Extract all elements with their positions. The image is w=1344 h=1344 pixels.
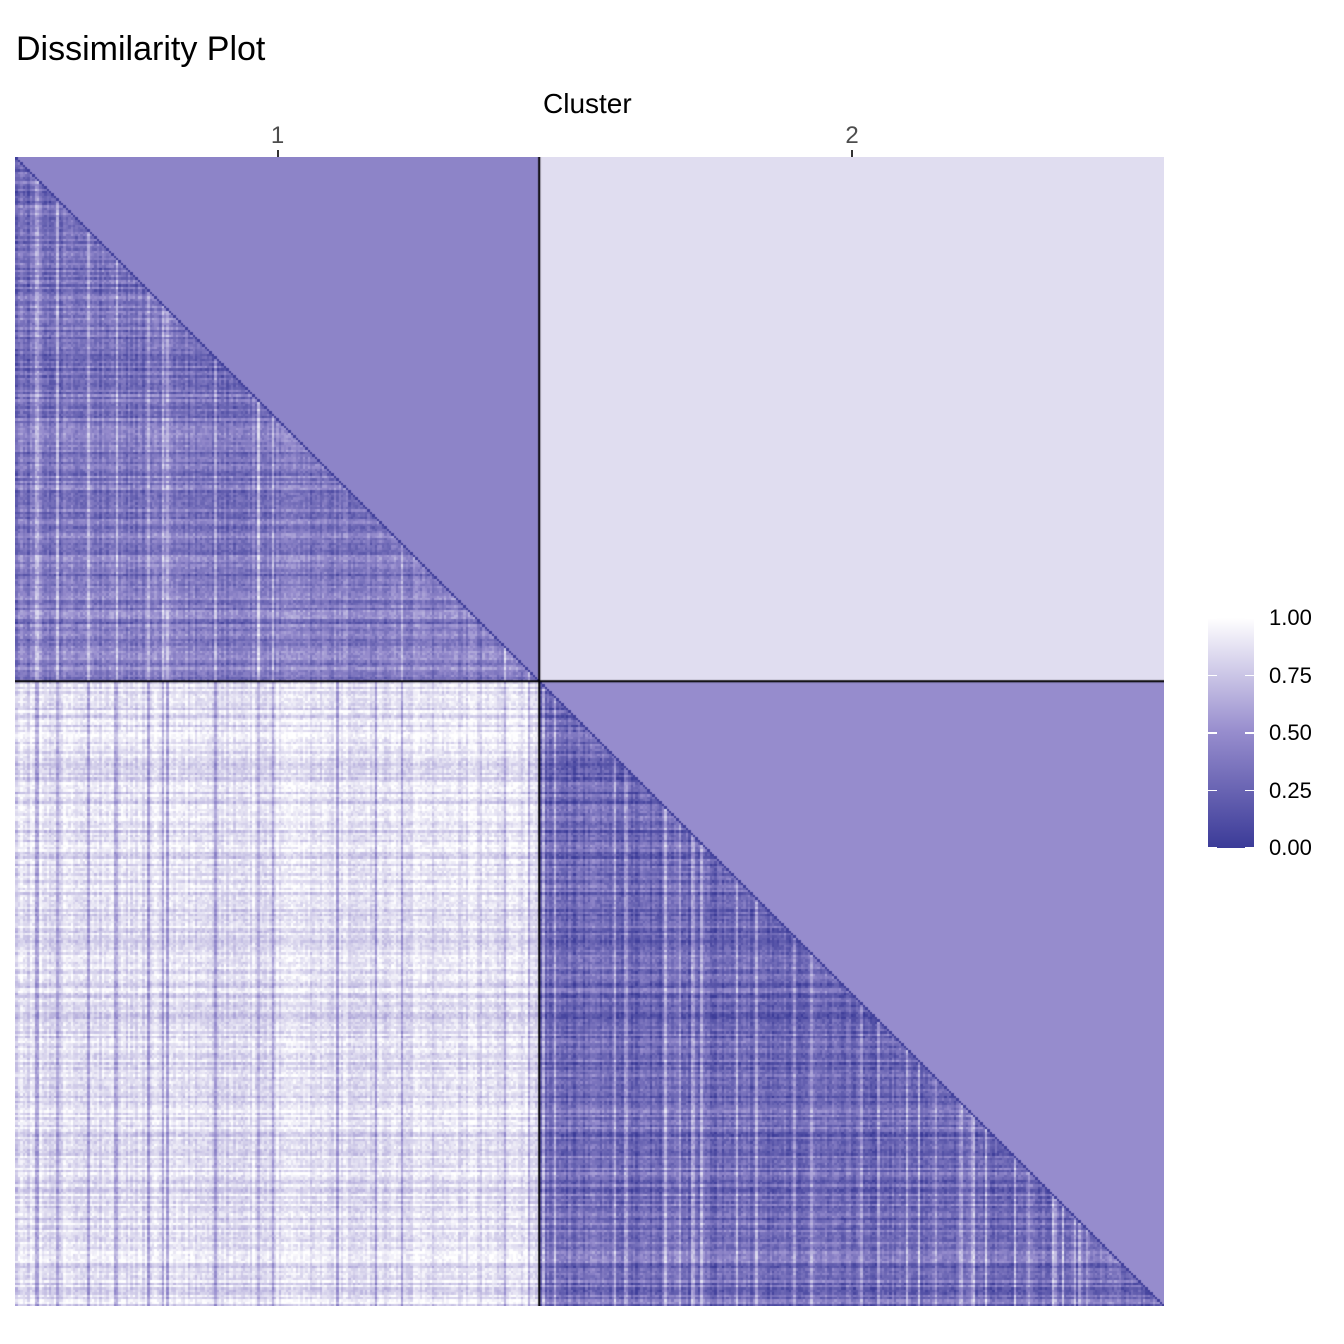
legend-tick-right-0-5: [1245, 732, 1254, 734]
legend-label-0-75: 0.75: [1269, 662, 1312, 688]
cluster-tick-label-1: 1: [270, 122, 285, 149]
legend-tick-right-0: [1245, 847, 1254, 849]
legend-tick-left-0-5: [1208, 732, 1217, 734]
legend-label-0-5: 0.50: [1269, 720, 1312, 745]
legend-tick-left-0-75: [1208, 674, 1217, 676]
cluster-tick-mark-1: [276, 150, 279, 157]
legend-tick-right-0-25: [1245, 789, 1254, 791]
legend-tick-left-0-25: [1208, 789, 1217, 791]
legend-tick-right-1: [1245, 617, 1254, 619]
legend-tick-right-0-75: [1245, 674, 1254, 676]
top-axis-title: Cluster: [543, 88, 632, 119]
legend-label-0: 0.00: [1269, 835, 1312, 860]
legend-label-1: 1.00: [1269, 605, 1312, 630]
dissimilarity-heatmap: [15, 157, 1164, 1306]
legend-label-0-25: 0.25: [1269, 777, 1312, 803]
cluster-tick-label-2: 2: [845, 122, 859, 149]
cluster-tick-mark-2: [851, 150, 854, 157]
legend-tick-left-0: [1208, 847, 1217, 849]
legend-tick-left-1: [1208, 617, 1217, 619]
plot-title: Dissimilarity Plot: [16, 30, 266, 68]
